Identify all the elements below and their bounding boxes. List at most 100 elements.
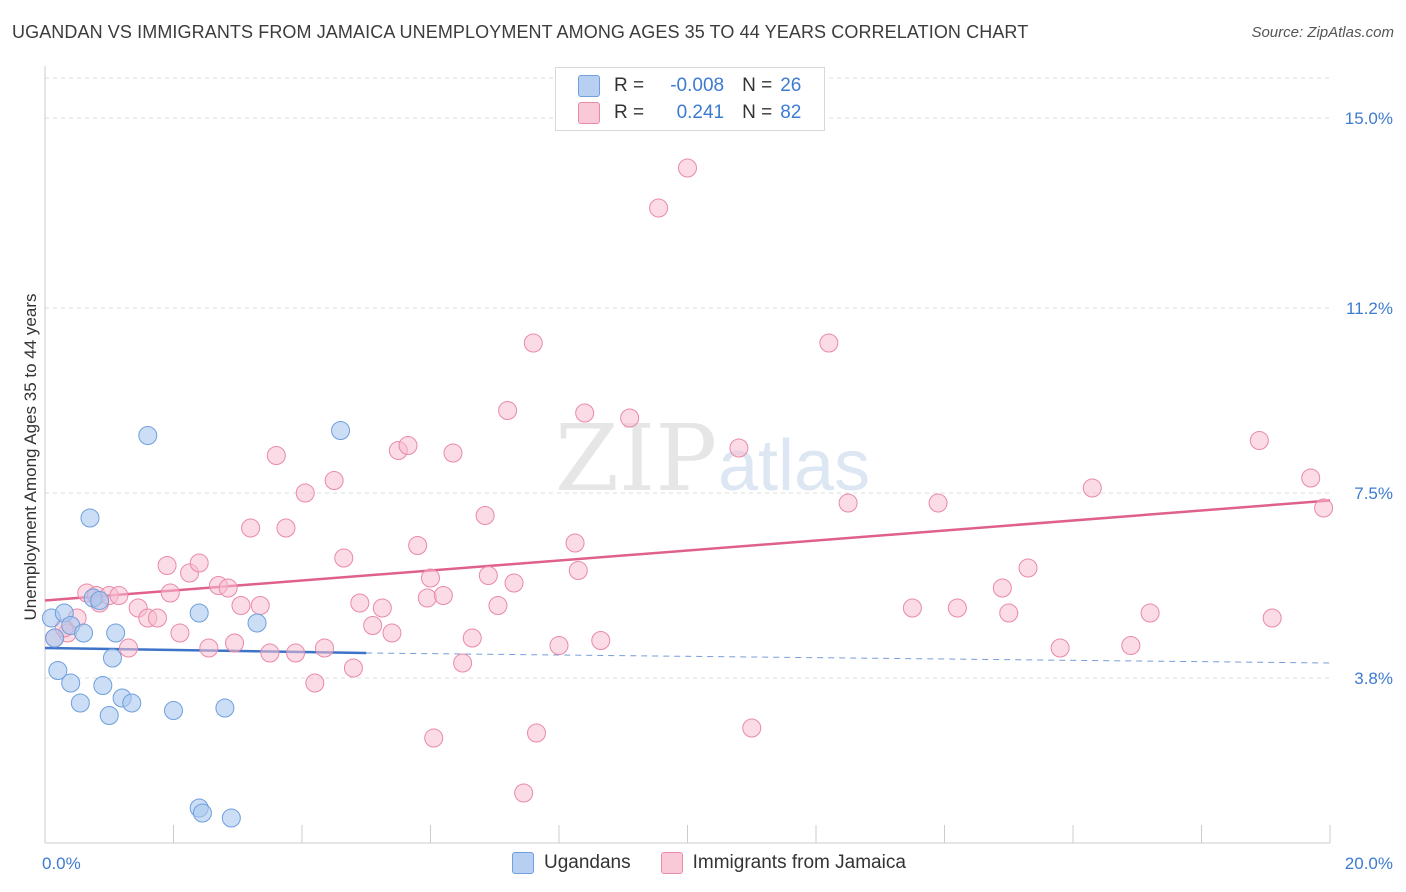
ugandan-point bbox=[70, 693, 90, 713]
jamaica-point bbox=[1140, 603, 1160, 623]
legend-n-value: 26 bbox=[780, 75, 802, 96]
jamaica-point bbox=[1249, 431, 1269, 450]
ugandan-point bbox=[99, 706, 119, 725]
axes bbox=[44, 66, 1331, 844]
y-tick-label: 15.0% bbox=[1345, 109, 1393, 128]
legend-r-label: R = bbox=[614, 75, 645, 96]
jamaica-point bbox=[928, 493, 948, 513]
jamaica-point bbox=[514, 783, 534, 803]
legend-swatch-blue bbox=[578, 75, 600, 97]
jamaica-point bbox=[591, 631, 611, 650]
ugandan-point bbox=[93, 676, 113, 695]
jamaica-point bbox=[398, 436, 418, 455]
ugandan-point bbox=[48, 661, 68, 680]
ugandan-point bbox=[80, 508, 100, 528]
jamaica-point bbox=[999, 603, 1019, 623]
jamaica-point bbox=[620, 408, 640, 428]
jamaica-points bbox=[45, 158, 1334, 803]
jamaica-point bbox=[372, 598, 392, 618]
ugandan-point bbox=[138, 426, 158, 445]
jamaica-point bbox=[1301, 468, 1321, 488]
series-legend-ugandans[interactable]: Ugandans bbox=[512, 852, 631, 874]
series-name-ugandans: Ugandans bbox=[544, 852, 631, 873]
ugandan-points bbox=[41, 421, 351, 828]
jamaica-point bbox=[819, 333, 839, 353]
legend-row-jamaica: R = 0.241 N = 82 bbox=[578, 101, 801, 125]
jamaica-point bbox=[170, 623, 190, 643]
y-tick-label: 7.5% bbox=[1354, 484, 1393, 503]
series-legend-jamaica[interactable]: Immigrants from Jamaica bbox=[660, 852, 906, 874]
watermark: ZIP atlas bbox=[555, 405, 870, 512]
jamaica-point bbox=[498, 401, 518, 420]
legend-row-ugandans: R = -0.008 N = 26 bbox=[578, 74, 801, 98]
source-label: Source: ZipAtlas.com bbox=[1251, 24, 1394, 41]
jamaica-point bbox=[147, 608, 167, 628]
jamaica-point bbox=[565, 533, 585, 553]
ugandan-point bbox=[102, 648, 122, 668]
jamaica-point bbox=[478, 566, 498, 585]
jamaica-point bbox=[462, 628, 482, 648]
jamaica-point bbox=[488, 596, 508, 615]
jamaica-point bbox=[475, 506, 495, 525]
x-tick-label: 20.0% bbox=[1345, 854, 1393, 873]
jamaica-point bbox=[568, 561, 588, 580]
jamaica-point bbox=[276, 518, 296, 538]
jamaica-point bbox=[314, 638, 334, 658]
jamaica-point bbox=[1121, 636, 1141, 655]
jamaica-point bbox=[199, 638, 219, 658]
ugandan-point bbox=[106, 623, 126, 643]
ugandan-point bbox=[221, 808, 241, 828]
jamaica-point bbox=[241, 518, 261, 538]
legend-n-label: N = bbox=[742, 75, 773, 96]
jamaica-point bbox=[218, 578, 238, 598]
jamaica-point bbox=[1050, 638, 1070, 658]
jamaica-point bbox=[523, 333, 543, 353]
jamaica-point bbox=[1314, 498, 1334, 518]
jamaica-point bbox=[408, 536, 428, 555]
jamaica-point bbox=[160, 583, 180, 603]
jamaica-point bbox=[417, 588, 437, 608]
ugandan-point bbox=[90, 591, 110, 610]
jamaica-point bbox=[305, 673, 325, 693]
legend-r-value: -0.008 bbox=[670, 75, 725, 96]
ugandan-point bbox=[192, 803, 212, 823]
jamaica-point bbox=[260, 643, 280, 663]
correlation-legend: R = -0.008 N = 26 R = 0.241 N = 82 bbox=[555, 67, 825, 131]
series-swatch-pink bbox=[660, 852, 683, 874]
jamaica-point bbox=[433, 586, 453, 605]
jamaica-point bbox=[266, 446, 286, 465]
legend-n-value: 82 bbox=[780, 102, 802, 123]
x-tick-label: 0.0% bbox=[42, 854, 81, 873]
y-tick-label: 3.8% bbox=[1354, 669, 1393, 688]
jamaica-point bbox=[363, 616, 383, 635]
jamaica-point bbox=[250, 596, 270, 615]
jamaica-point bbox=[1082, 478, 1102, 498]
jamaica-point bbox=[424, 728, 444, 748]
jamaica-point bbox=[443, 443, 463, 463]
jamaica-point bbox=[231, 596, 251, 615]
ugandan-point bbox=[74, 623, 94, 643]
legend-n-label: N = bbox=[742, 102, 773, 123]
jamaica-point bbox=[189, 553, 209, 573]
jamaica-point bbox=[902, 598, 922, 618]
ugandan-point bbox=[215, 698, 235, 718]
jamaica-point bbox=[992, 578, 1012, 598]
jamaica-point bbox=[742, 718, 762, 738]
jamaica-point bbox=[575, 403, 595, 423]
watermark-atlas: atlas bbox=[718, 426, 870, 506]
jamaica-point bbox=[729, 438, 749, 458]
jamaica-point bbox=[453, 653, 473, 673]
ugandan-point bbox=[247, 613, 267, 633]
jamaica-point bbox=[119, 638, 139, 658]
ugandan-point bbox=[122, 693, 142, 713]
jamaica-point bbox=[109, 586, 129, 605]
jamaica-point bbox=[947, 598, 967, 618]
legend-r-label: R = bbox=[614, 102, 645, 123]
ugandan-point bbox=[164, 701, 183, 720]
jamaica-point bbox=[350, 593, 370, 613]
jamaica-point bbox=[382, 623, 402, 643]
jamaica-point bbox=[1262, 608, 1282, 628]
jamaica-point bbox=[157, 556, 177, 575]
jamaica-point bbox=[678, 158, 697, 178]
